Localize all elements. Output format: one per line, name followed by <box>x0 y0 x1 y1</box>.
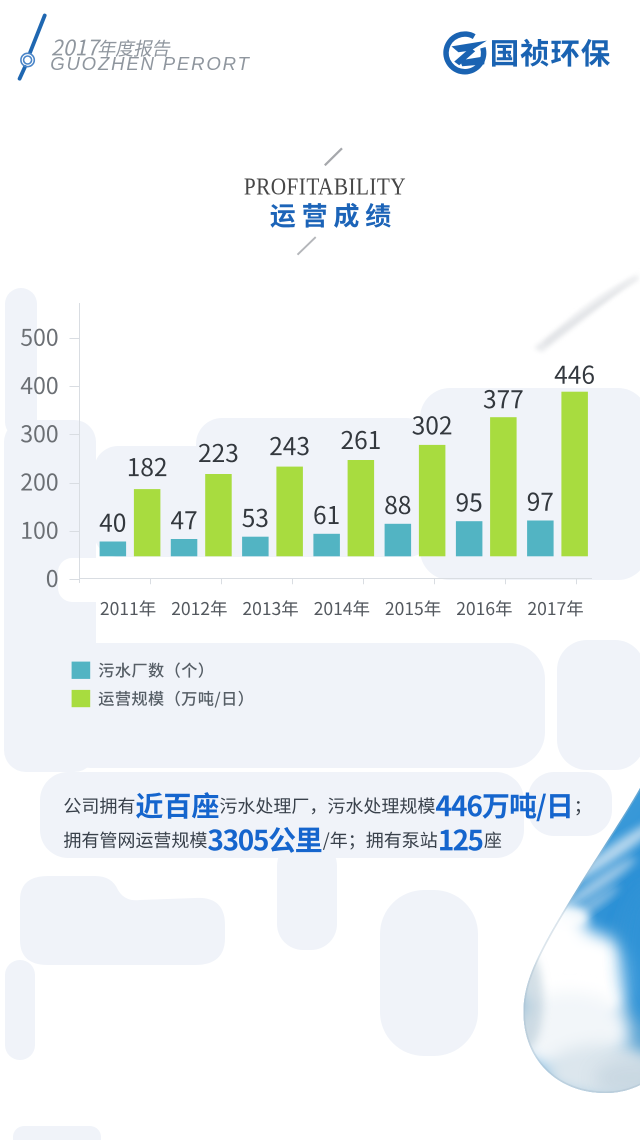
svg-text:PROFITABILITY: PROFITABILITY <box>244 173 406 200</box>
svg-text:GUOZHEN PERORT: GUOZHEN PERORT <box>50 53 250 74</box>
